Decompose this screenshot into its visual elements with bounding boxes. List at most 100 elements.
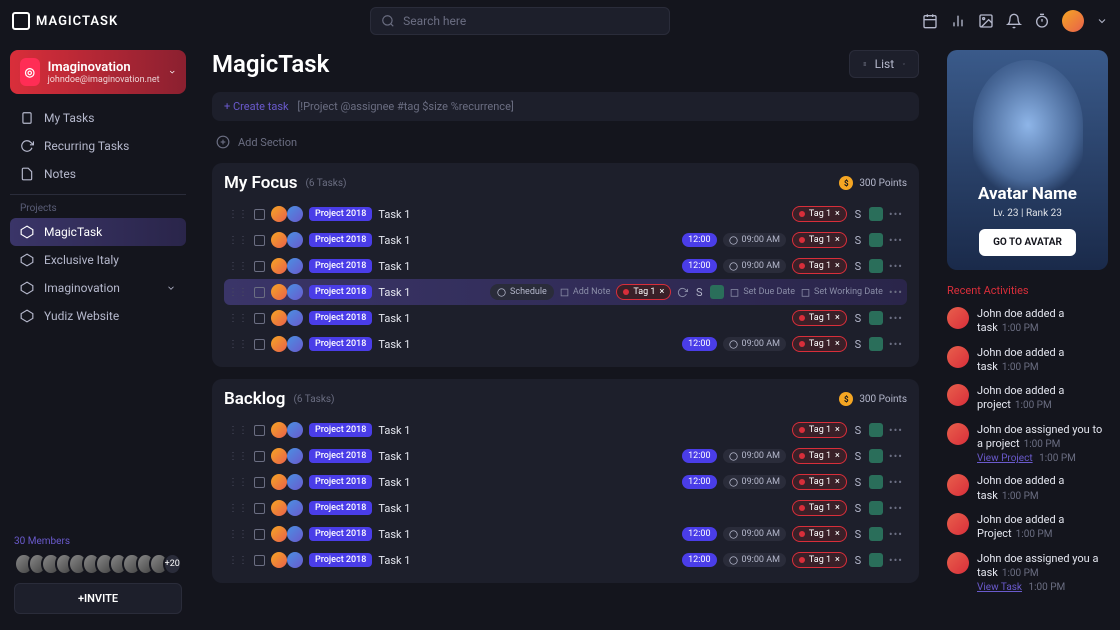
assignee-avatar[interactable] — [271, 232, 287, 248]
task-checkbox[interactable] — [254, 339, 265, 350]
task-tag[interactable]: Tag 1× — [792, 500, 847, 516]
time-chip[interactable]: 09:00 AM — [723, 553, 786, 567]
assignee-avatar[interactable] — [271, 336, 287, 352]
task-tag[interactable]: Tag 1× — [792, 232, 847, 248]
task-tag[interactable]: Tag 1× — [792, 448, 847, 464]
set-working-button[interactable]: Set Working Date — [801, 287, 883, 297]
tag-remove-icon[interactable]: × — [835, 339, 840, 349]
drag-handle-icon[interactable]: ⋮⋮ — [228, 425, 248, 436]
task-checkbox[interactable] — [254, 529, 265, 540]
task-tag[interactable]: Tag 1× — [792, 552, 847, 568]
task-row[interactable]: ⋮⋮Project 2018Task 1Tag 1×S••• — [224, 201, 907, 227]
org-card[interactable]: ◎ Imaginovation johndoe@imaginovation.ne… — [10, 50, 186, 94]
task-row[interactable]: ⋮⋮Project 2018Task 112:0009:00 AMTag 1×S… — [224, 331, 907, 357]
task-status[interactable] — [869, 337, 883, 351]
task-more-button[interactable]: ••• — [889, 338, 903, 351]
drag-handle-icon[interactable]: ⋮⋮ — [228, 209, 248, 220]
project-chip[interactable]: Project 2018 — [309, 259, 372, 273]
assignee-avatar[interactable] — [271, 284, 287, 300]
assignee-avatar[interactable] — [287, 474, 303, 490]
tag-remove-icon[interactable]: × — [660, 287, 665, 297]
project-chip[interactable]: Project 2018 — [309, 207, 372, 221]
brand-logo[interactable]: MAGICTASK — [12, 12, 118, 30]
add-note-button[interactable]: Add Note — [560, 287, 611, 297]
due-chip[interactable]: 12:00 — [682, 527, 716, 541]
assignee-avatar[interactable] — [287, 284, 303, 300]
task-checkbox[interactable] — [254, 555, 265, 566]
task-status[interactable] — [869, 501, 883, 515]
task-row[interactable]: ⋮⋮Project 2018Task 1ScheduleAdd NoteTag … — [224, 279, 907, 305]
project-chip[interactable]: Project 2018 — [309, 337, 372, 351]
drag-handle-icon[interactable]: ⋮⋮ — [228, 339, 248, 350]
drag-handle-icon[interactable]: ⋮⋮ — [228, 529, 248, 540]
chart-icon[interactable] — [950, 13, 966, 29]
task-status[interactable] — [869, 449, 883, 463]
due-chip[interactable]: 12:00 — [682, 475, 716, 489]
task-tag[interactable]: Tag 1× — [792, 206, 847, 222]
due-chip[interactable]: 12:00 — [682, 553, 716, 567]
assignee-avatar[interactable] — [271, 552, 287, 568]
project-chip[interactable]: Project 2018 — [309, 449, 372, 463]
tag-remove-icon[interactable]: × — [835, 451, 840, 461]
assignee-avatar[interactable] — [287, 258, 303, 274]
project-chip[interactable]: Project 2018 — [309, 501, 372, 515]
activity-link[interactable]: View Task — [977, 582, 1022, 593]
task-more-button[interactable]: ••• — [889, 554, 903, 567]
set-due-button[interactable]: Set Due Date — [730, 287, 795, 297]
tag-remove-icon[interactable]: × — [835, 209, 840, 219]
task-tag[interactable]: Tag 1× — [792, 258, 847, 274]
tag-remove-icon[interactable]: × — [835, 425, 840, 435]
schedule-button[interactable]: Schedule — [490, 284, 554, 300]
task-checkbox[interactable] — [254, 313, 265, 324]
task-more-button[interactable]: ••• — [889, 424, 903, 437]
due-chip[interactable]: 12:00 — [682, 337, 716, 351]
task-more-button[interactable]: ••• — [889, 208, 903, 221]
user-avatar[interactable] — [1062, 10, 1084, 32]
project-chip[interactable]: Project 2018 — [309, 311, 372, 325]
tag-remove-icon[interactable]: × — [835, 529, 840, 539]
assignee-avatar[interactable] — [287, 448, 303, 464]
task-status[interactable] — [869, 553, 883, 567]
tag-remove-icon[interactable]: × — [835, 313, 840, 323]
task-checkbox[interactable] — [254, 451, 265, 462]
due-chip[interactable]: 12:00 — [682, 449, 716, 463]
assignee-avatar[interactable] — [287, 310, 303, 326]
task-tag[interactable]: Tag 1× — [792, 474, 847, 490]
task-status[interactable] — [869, 233, 883, 247]
task-row[interactable]: ⋮⋮Project 2018Task 112:0009:00 AMTag 1×S… — [224, 469, 907, 495]
task-row[interactable]: ⋮⋮Project 2018Task 112:0009:00 AMTag 1×S… — [224, 227, 907, 253]
assignee-avatar[interactable] — [287, 552, 303, 568]
assignee-avatar[interactable] — [271, 422, 287, 438]
add-section-button[interactable]: Add Section — [212, 129, 919, 155]
task-tag[interactable]: Tag 1× — [616, 284, 671, 300]
time-chip[interactable]: 09:00 AM — [723, 337, 786, 351]
time-chip[interactable]: 09:00 AM — [723, 527, 786, 541]
drag-handle-icon[interactable]: ⋮⋮ — [228, 235, 248, 246]
assignee-avatar[interactable] — [287, 336, 303, 352]
task-more-button[interactable]: ••• — [889, 502, 903, 515]
refresh-icon[interactable] — [677, 287, 688, 298]
tag-remove-icon[interactable]: × — [835, 235, 840, 245]
task-more-button[interactable]: ••• — [889, 476, 903, 489]
activity-link[interactable]: View Project — [977, 453, 1033, 464]
drag-handle-icon[interactable]: ⋮⋮ — [228, 313, 248, 324]
task-status[interactable] — [869, 527, 883, 541]
tag-remove-icon[interactable]: × — [835, 503, 840, 513]
calendar-icon[interactable] — [922, 13, 938, 29]
task-checkbox[interactable] — [254, 209, 265, 220]
time-chip[interactable]: 09:00 AM — [723, 259, 786, 273]
drag-handle-icon[interactable]: ⋮⋮ — [228, 503, 248, 514]
project-chip[interactable]: Project 2018 — [309, 285, 372, 299]
assignee-avatar[interactable] — [287, 422, 303, 438]
task-tag[interactable]: Tag 1× — [792, 336, 847, 352]
go-to-avatar-button[interactable]: GO TO AVATAR — [979, 229, 1076, 256]
assignee-avatar[interactable] — [287, 526, 303, 542]
task-checkbox[interactable] — [254, 425, 265, 436]
project-chip[interactable]: Project 2018 — [309, 527, 372, 541]
task-checkbox[interactable] — [254, 235, 265, 246]
task-more-button[interactable]: ••• — [889, 312, 903, 325]
task-tag[interactable]: Tag 1× — [792, 422, 847, 438]
assignee-avatar[interactable] — [287, 206, 303, 222]
time-chip[interactable]: 09:00 AM — [723, 449, 786, 463]
assignee-avatar[interactable] — [271, 310, 287, 326]
